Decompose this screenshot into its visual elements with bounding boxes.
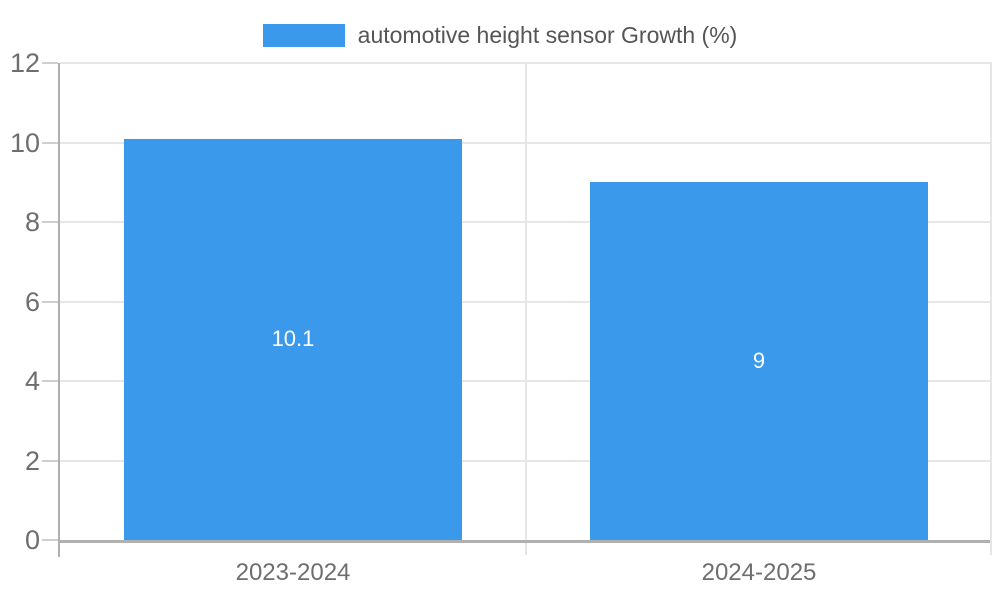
y-axis-tick-6	[42, 300, 58, 303]
y-axis-tick-10	[42, 141, 58, 144]
y-axis-tick-2	[42, 459, 58, 462]
y-tick-label-10: 10	[9, 127, 40, 158]
bar-value-label: 10.1	[271, 326, 315, 352]
y-tick-label-6: 6	[24, 286, 40, 317]
plot-area: 0 2 4 6 8 10 12 10.1 2023-2024 9 2024-2025	[10, 48, 992, 586]
y-tick-label-12: 12	[9, 48, 40, 78]
x-tick-label-2023-2024: 2023-2024	[235, 559, 351, 586]
legend: automotive height sensor Growth (%)	[0, 22, 1000, 49]
y-tick-label-4: 4	[24, 366, 40, 396]
y-axis-tick-0	[42, 539, 58, 541]
x-tick-label-2024-2025: 2024-2025	[701, 559, 817, 586]
y-tick-label-0: 0	[24, 525, 40, 555]
y-tick-label-8: 8	[24, 207, 40, 237]
bar-2024-2025: 9	[590, 182, 928, 540]
y-axis-tick-12	[42, 62, 58, 64]
legend-label: automotive height sensor Growth (%)	[357, 22, 738, 48]
x-axis-tick	[525, 540, 527, 555]
y-axis-tick-4	[42, 380, 58, 382]
x-axis-line	[58, 540, 992, 543]
y-axis-line	[58, 63, 60, 557]
bar-value-label: 9	[752, 348, 766, 374]
legend-swatch	[262, 24, 345, 47]
bar-2023-2024: 10.1	[124, 138, 462, 540]
y-tick-label-2: 2	[24, 445, 40, 476]
category-separator	[525, 63, 527, 540]
plot-right-border	[990, 63, 992, 553]
y-axis-tick-8	[42, 221, 58, 223]
